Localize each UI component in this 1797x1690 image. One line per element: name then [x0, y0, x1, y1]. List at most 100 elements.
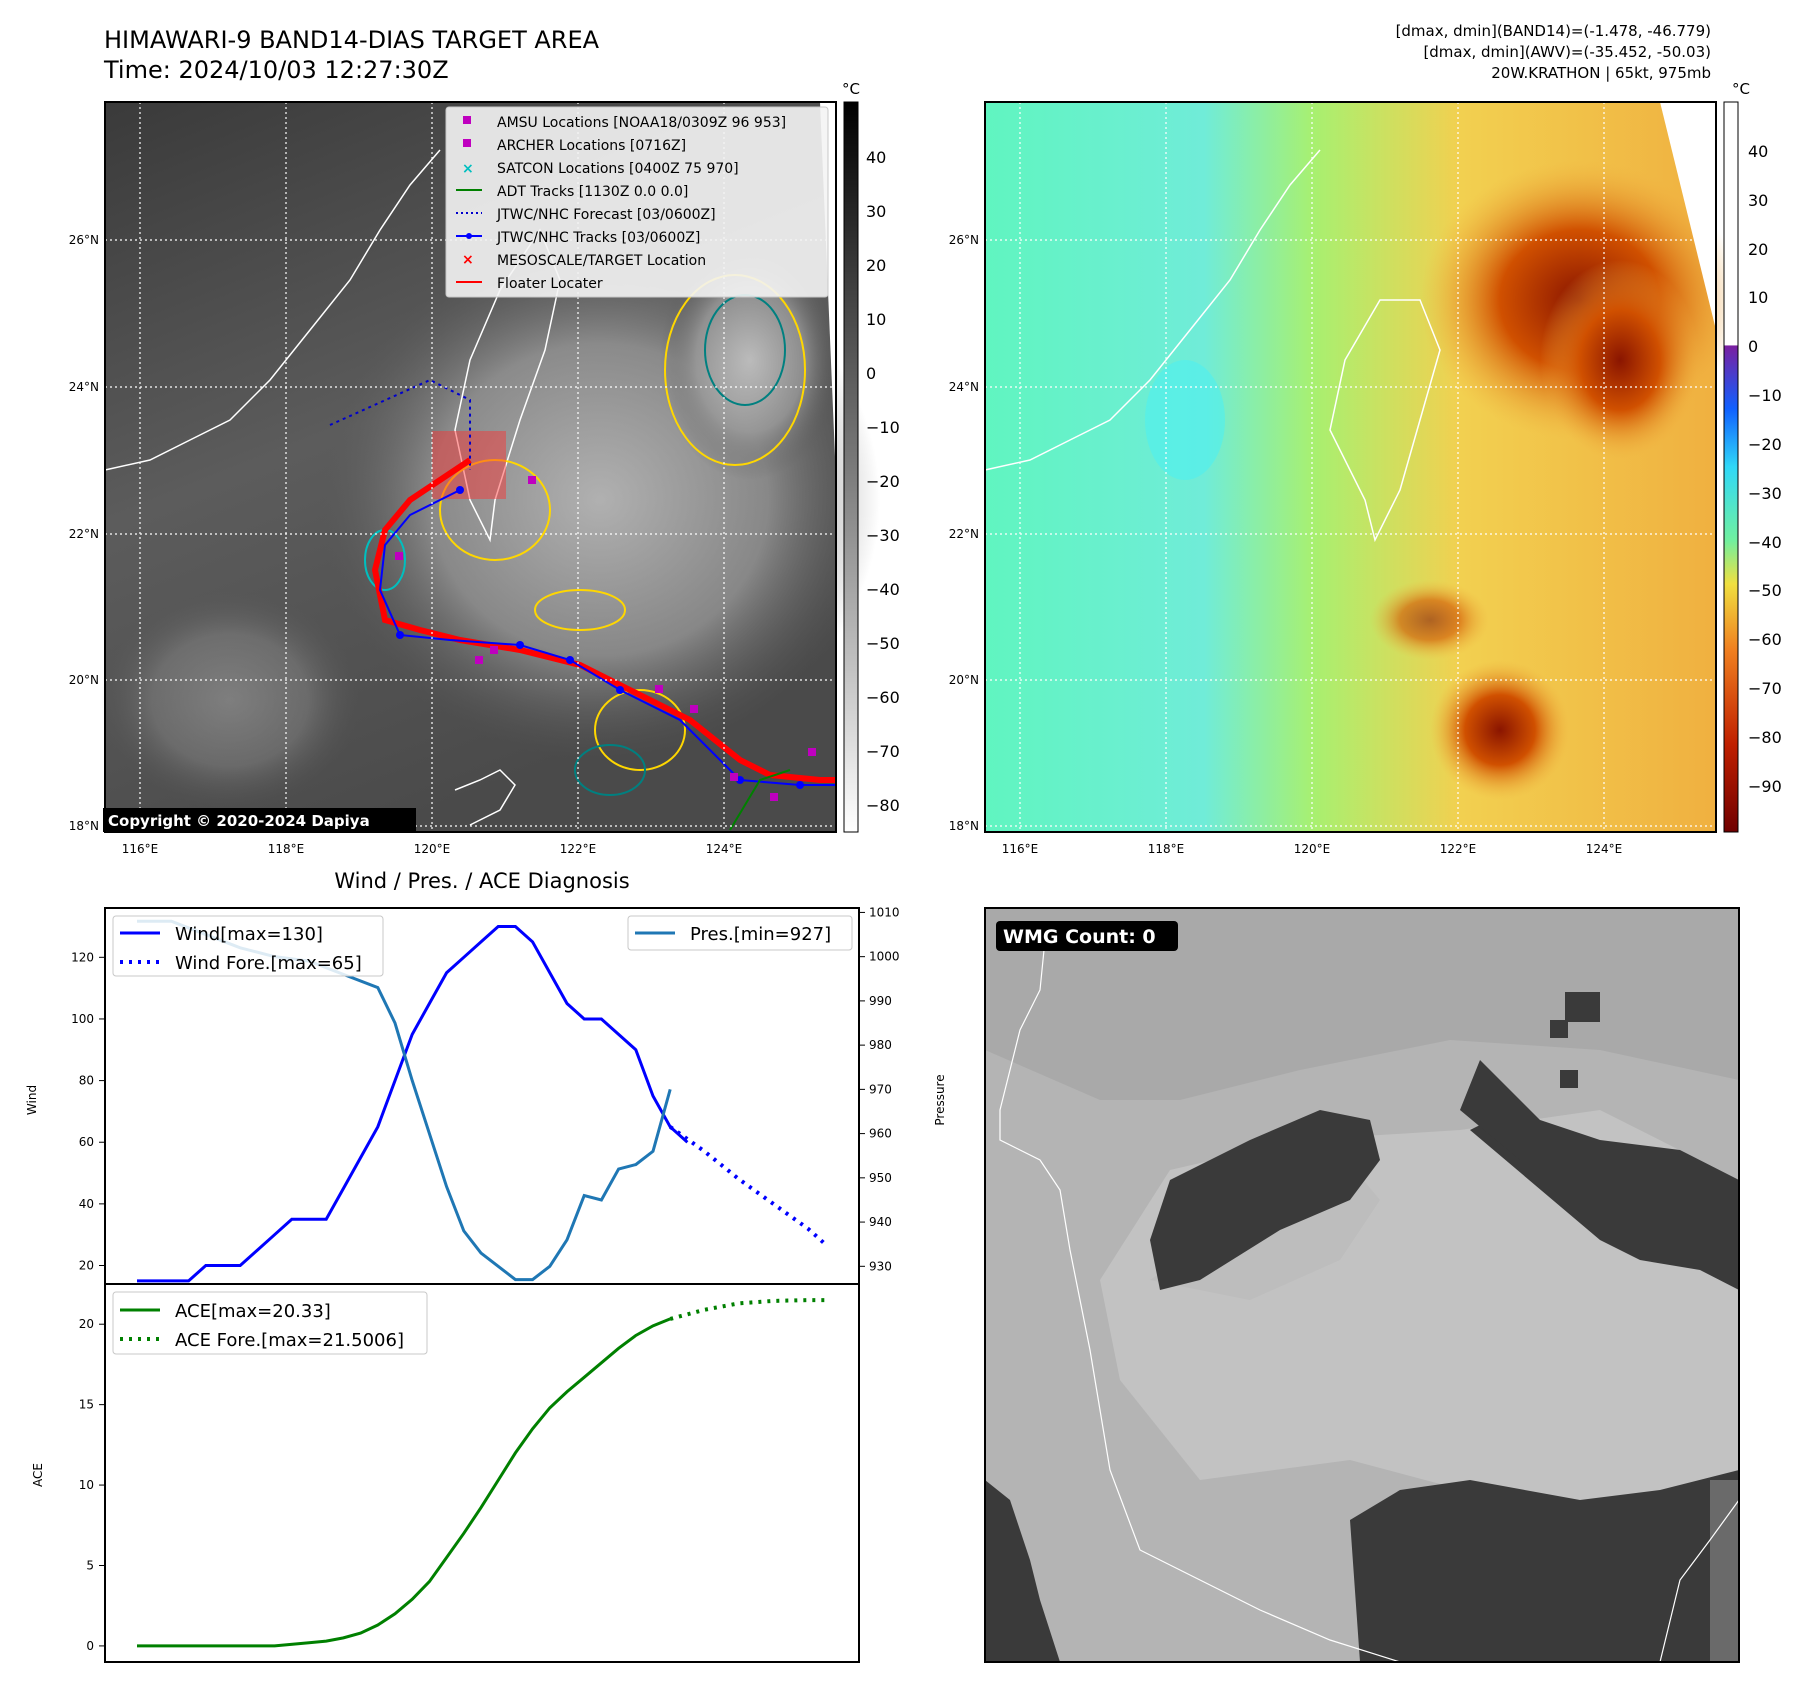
svg-text:24°N: 24°N	[949, 380, 979, 394]
wind-tick-label: 100	[71, 1012, 94, 1026]
svg-text:−20: −20	[866, 472, 900, 491]
legend-amsu: AMSU Locations [NOAA18/0309Z 96 953]	[497, 115, 786, 131]
forecast-track	[329, 378, 471, 470]
svg-text:22°N: 22°N	[69, 527, 99, 541]
ace-tick-label: 20	[79, 1317, 94, 1331]
legend-adt: ADT Tracks [1130Z 0.0 0.0]	[497, 184, 688, 200]
wind-tick-label: 40	[79, 1197, 94, 1211]
svg-text:0: 0	[866, 364, 876, 383]
svg-text:26°N: 26°N	[69, 233, 99, 247]
legend-jtwc-tracks: JTWC/NHC Tracks [03/0600Z]	[496, 230, 700, 246]
wmg-count-label: WMG Count: 0	[1003, 926, 1156, 948]
taiwan-coastline	[454, 228, 561, 543]
svg-text:22°N: 22°N	[949, 527, 979, 541]
svg-text:−70: −70	[866, 742, 900, 761]
svg-text:−30: −30	[1748, 484, 1782, 503]
svg-text:18°N: 18°N	[69, 819, 99, 833]
svg-text:120°E: 120°E	[414, 842, 451, 856]
wmg-dark-regions	[985, 992, 1739, 1662]
ace-axis-label: ACE	[31, 1463, 45, 1487]
wmg-coastline	[999, 939, 1401, 1663]
ace-tick-label: 5	[86, 1558, 94, 1572]
svg-text:20°N: 20°N	[69, 673, 99, 687]
pressure-tick-label: 960	[869, 1127, 892, 1141]
svg-text:40: 40	[866, 148, 886, 167]
ace-legend	[112, 1291, 428, 1355]
wind-axis-label: Wind	[25, 1085, 39, 1115]
ir-colorbar-ticks: 40 30 20 10 0 −10 −20 −30 −40 −50 −60 −7…	[866, 148, 900, 815]
svg-text:−50: −50	[866, 634, 900, 653]
svg-text:−40: −40	[1748, 533, 1782, 552]
wv-colorbar-ticks: 40 30 20 10 0 −10 −20 −30 −40 −50 −60 −7…	[1748, 142, 1782, 796]
floater-track	[371, 457, 836, 783]
ace-tick-label: 0	[86, 1639, 94, 1653]
awv-range-info: [dmax, dmin](AWV)=(-35.452, -50.03)	[1423, 43, 1711, 61]
svg-text:30: 30	[866, 202, 886, 221]
svg-text:−30: −30	[866, 526, 900, 545]
svg-text:20: 20	[1748, 240, 1768, 259]
legend-ace: ACE[max=20.33]	[175, 1301, 331, 1322]
pressure-tick-label: 980	[869, 1038, 892, 1052]
ace-forecast-line	[669, 1298, 826, 1321]
legend-satcon: SATCON Locations [0400Z 75 970]	[497, 161, 739, 177]
svg-text:10: 10	[866, 310, 886, 329]
svg-text:24°N: 24°N	[69, 380, 99, 394]
pressure-axis-label: Pressure	[933, 1074, 947, 1125]
svg-text:124°E: 124°E	[706, 842, 743, 856]
svg-text:−90: −90	[1748, 777, 1782, 796]
wind-series-line	[137, 924, 689, 1283]
svg-text:−70: −70	[1748, 679, 1782, 698]
pressure-tick-label: 1010	[869, 905, 900, 919]
wind-tick-label: 80	[79, 1074, 94, 1088]
svg-text:10: 10	[1748, 288, 1768, 307]
svg-text:122°E: 122°E	[1440, 842, 1477, 856]
svg-text:−80: −80	[866, 796, 900, 815]
svg-text:120°E: 120°E	[1294, 842, 1331, 856]
wind-legend	[112, 915, 384, 977]
legend-jtwc-forecast: JTWC/NHC Forecast [03/0600Z]	[496, 207, 716, 223]
svg-text:20: 20	[866, 256, 886, 275]
svg-text:−10: −10	[1748, 386, 1782, 405]
svg-text:30: 30	[1748, 191, 1768, 210]
pressure-tick-label: 940	[869, 1215, 892, 1229]
svg-text:118°E: 118°E	[268, 842, 305, 856]
ace-series-line	[137, 1317, 671, 1648]
svg-text:0: 0	[1748, 337, 1758, 356]
pressure-tick-label: 950	[869, 1171, 892, 1185]
svg-text:−50: −50	[1748, 581, 1782, 600]
svg-text:18°N: 18°N	[949, 819, 979, 833]
ir-colorbar-unit: °C	[842, 80, 860, 98]
wv-map-axis-labels: 116°E 118°E 120°E 122°E 124°E 26°N 24°N …	[949, 233, 1623, 856]
wv-colorbar	[1723, 101, 1739, 833]
svg-text:×: ×	[462, 252, 474, 268]
pressure-tick-label: 1000	[869, 950, 900, 964]
legend-target: MESOSCALE/TARGET Location	[497, 253, 706, 269]
svg-text:−80: −80	[1748, 728, 1782, 747]
svg-text:−60: −60	[866, 688, 900, 707]
pressure-tick-label: 970	[869, 1082, 892, 1096]
wind-tick-label: 120	[71, 950, 94, 964]
diagnosis-title: Wind / Pres. / ACE Diagnosis	[334, 869, 629, 893]
band14-range-info: [dmax, dmin](BAND14)=(-1.478, -46.779)	[1395, 22, 1711, 40]
ace-tick-label: 15	[79, 1398, 94, 1412]
pressure-tick-label: 930	[869, 1259, 892, 1273]
legend-archer: ARCHER Locations [0716Z]	[497, 138, 686, 154]
wind-tick-label: 60	[79, 1135, 94, 1149]
svg-text:40: 40	[1748, 142, 1768, 161]
legend-ace-forecast: ACE Fore.[max=21.5006]	[175, 1330, 404, 1351]
storm-info: 20W.KRATHON | 65kt, 975mb	[1491, 64, 1711, 82]
wv-colorbar-unit: °C	[1732, 80, 1750, 98]
svg-text:124°E: 124°E	[1586, 842, 1623, 856]
svg-text:118°E: 118°E	[1148, 842, 1185, 856]
china-coastline	[104, 149, 441, 471]
ir-map-axis-labels: 116°E 118°E 120°E 122°E 124°E 26°N 24°N …	[69, 233, 743, 856]
ace-tick-label: 10	[79, 1478, 94, 1492]
wind-tick-label: 20	[79, 1259, 94, 1273]
legend-wind: Wind[max=130]	[175, 924, 323, 945]
svg-text:122°E: 122°E	[560, 842, 597, 856]
svg-text:−40: −40	[866, 580, 900, 599]
legend-wind-forecast: Wind Fore.[max=65]	[175, 953, 362, 974]
